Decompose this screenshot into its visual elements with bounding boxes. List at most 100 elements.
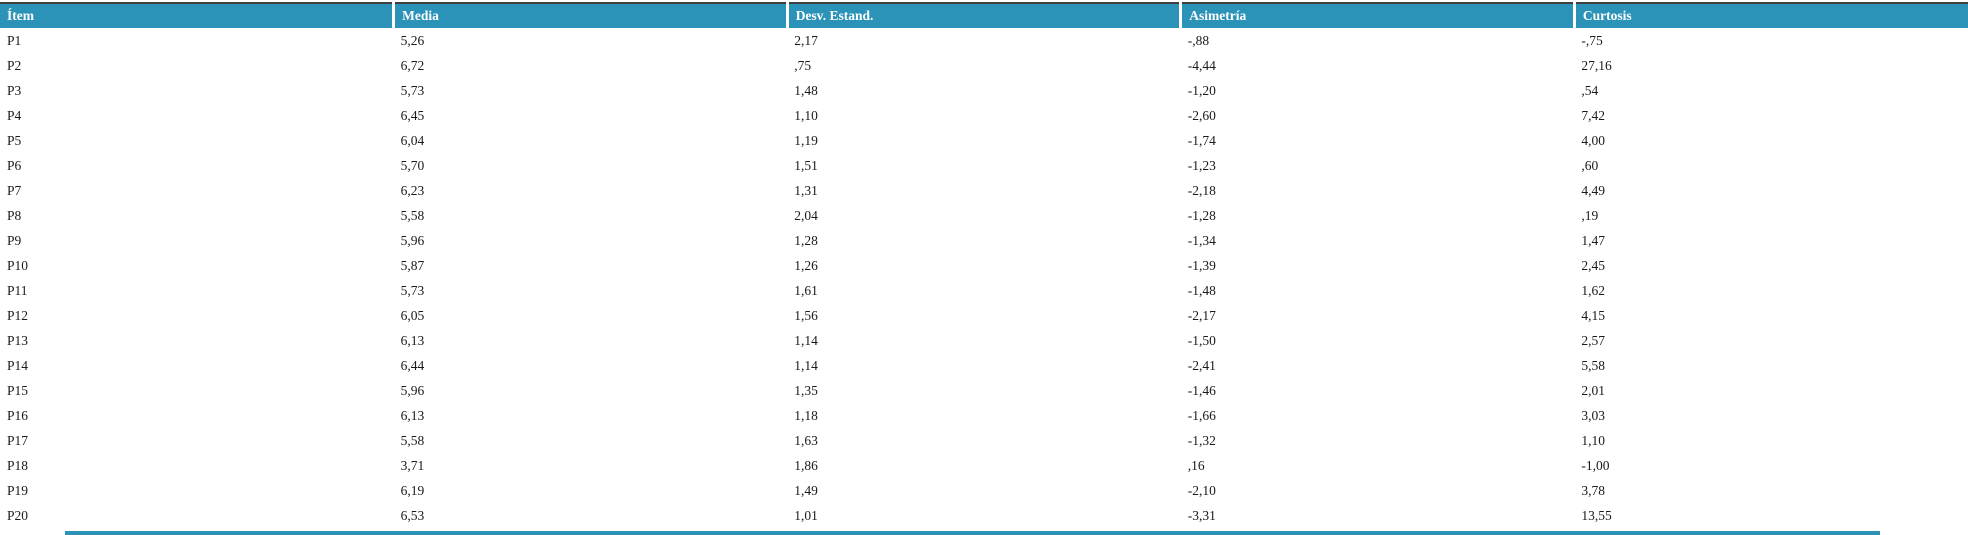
cell-media: 6,44: [393, 353, 788, 378]
cell-media: 5,96: [393, 378, 788, 403]
cell-asimetria: -1,39: [1180, 253, 1575, 278]
table-body: P1 5,26 2,17 -,88 -,75 P2 6,72,75 -4,44 27,16 P3 5…: [0, 28, 1968, 528]
table-row: P18 3,71 1,86,16 -1,00: [0, 453, 1968, 478]
cell-asimetria: -1,20: [1180, 78, 1575, 103]
table-row: P17 5,58 1,63 -1,32 1,10: [0, 428, 1968, 453]
cell-media: 6,72: [393, 53, 788, 78]
cell-desv-estand: 1,56: [787, 303, 1181, 328]
cell-item: P6: [0, 153, 394, 178]
cell-curtosis: 2,01: [1574, 378, 1968, 403]
cell-asimetria: -1,32: [1180, 428, 1575, 453]
table-row: P1 5,26 2,17 -,88 -,75: [0, 28, 1968, 53]
header-row: Ítem Media Desv. Estand. Asimetría Curto…: [0, 3, 1968, 28]
cell-item: P5: [0, 128, 394, 153]
cell-item: P14: [0, 353, 394, 378]
cell-desv-estand: 1,14: [787, 353, 1181, 378]
cell-curtosis: ,60: [1574, 153, 1968, 178]
cell-item: P8: [0, 203, 394, 228]
cell-desv-estand: 1,01: [787, 503, 1181, 528]
cell-media: 6,23: [393, 178, 788, 203]
table-row: P4 6,45 1,10 -2,60 7,42: [0, 103, 1968, 128]
cell-media: 5,26: [393, 28, 788, 53]
cell-curtosis: 7,42: [1574, 103, 1968, 128]
cell-media: 6,04: [393, 128, 788, 153]
cell-asimetria: -1,46: [1180, 378, 1575, 403]
cell-curtosis: 1,10: [1574, 428, 1968, 453]
cell-desv-estand: 1,86: [787, 453, 1181, 478]
cell-asimetria: -,88: [1180, 28, 1575, 53]
cell-desv-estand: ,75: [787, 53, 1181, 78]
cell-item: P15: [0, 378, 394, 403]
cell-curtosis: 13,55: [1574, 503, 1968, 528]
cell-desv-estand: 2,17: [787, 28, 1181, 53]
table-row: P7 6,23 1,31 -2,18 4,49: [0, 178, 1968, 203]
table-row: P6 5,70 1,51 -1,23,60: [0, 153, 1968, 178]
column-header-item: Ítem: [0, 3, 396, 28]
cell-asimetria: -2,18: [1180, 178, 1575, 203]
cell-curtosis: 1,62: [1574, 278, 1968, 303]
cell-item: P2: [0, 53, 394, 78]
cell-media: 6,13: [393, 328, 788, 353]
cell-desv-estand: 1,35: [787, 378, 1181, 403]
cell-desv-estand: 2,04: [787, 203, 1181, 228]
cell-curtosis: 2,45: [1574, 253, 1968, 278]
table-row: P2 6,72,75 -4,44 27,16: [0, 53, 1968, 78]
cell-curtosis: 4,49: [1574, 178, 1968, 203]
cell-curtosis: 1,47: [1574, 228, 1968, 253]
cell-media: 5,73: [393, 78, 788, 103]
cell-item: P10: [0, 253, 394, 278]
cell-asimetria: -1,66: [1180, 403, 1575, 428]
cell-media: 5,96: [393, 228, 788, 253]
table-row: P15 5,96 1,35 -1,46 2,01: [0, 378, 1968, 403]
table-row: P13 6,13 1,14 -1,50 2,57: [0, 328, 1968, 353]
cell-desv-estand: 1,48: [787, 78, 1181, 103]
cell-media: 5,73: [393, 278, 788, 303]
table-row: P11 5,73 1,61 -1,48 1,62: [0, 278, 1968, 303]
cell-asimetria: -2,41: [1180, 353, 1575, 378]
cell-asimetria: -1,50: [1180, 328, 1575, 353]
table-row: P9 5,96 1,28 -1,34 1,47: [0, 228, 1968, 253]
cell-media: 6,19: [393, 478, 788, 503]
cell-desv-estand: 1,31: [787, 178, 1181, 203]
cell-media: 6,13: [393, 403, 788, 428]
table-row: P19 6,19 1,49 -2,10 3,78: [0, 478, 1968, 503]
cell-item: P11: [0, 278, 394, 303]
cell-asimetria: ,16: [1180, 453, 1575, 478]
cell-item: P16: [0, 403, 394, 428]
cell-curtosis: 4,00: [1574, 128, 1968, 153]
cell-asimetria: -1,74: [1180, 128, 1575, 153]
cell-curtosis: 4,15: [1574, 303, 1968, 328]
cell-item: P13: [0, 328, 394, 353]
cell-media: 3,71: [393, 453, 788, 478]
cell-desv-estand: 1,49: [787, 478, 1181, 503]
next-table-header-sliver: [65, 531, 1880, 535]
cell-desv-estand: 1,18: [787, 403, 1181, 428]
table-row: P5 6,04 1,19 -1,74 4,00: [0, 128, 1968, 153]
cell-item: P17: [0, 428, 394, 453]
cell-item: P3: [0, 78, 394, 103]
cell-curtosis: 3,78: [1574, 478, 1968, 503]
cell-media: 5,58: [393, 428, 788, 453]
cell-media: 6,05: [393, 303, 788, 328]
cell-media: 5,87: [393, 253, 788, 278]
cell-item: P4: [0, 103, 394, 128]
cell-asimetria: -2,10: [1180, 478, 1575, 503]
cell-item: P18: [0, 453, 394, 478]
cell-asimetria: -1,34: [1180, 228, 1575, 253]
cell-desv-estand: 1,61: [787, 278, 1181, 303]
cell-curtosis: 3,03: [1574, 403, 1968, 428]
cell-desv-estand: 1,51: [787, 153, 1181, 178]
cell-desv-estand: 1,63: [787, 428, 1181, 453]
cell-item: P19: [0, 478, 394, 503]
cell-asimetria: -3,31: [1180, 503, 1575, 528]
cell-media: 5,70: [393, 153, 788, 178]
table-row: P20 6,53 1,01 -3,31 13,55: [0, 503, 1968, 528]
cell-item: P9: [0, 228, 394, 253]
table-row: P3 5,73 1,48 -1,20,54: [0, 78, 1968, 103]
column-header-curtosis: Curtosis: [1574, 3, 1968, 28]
table-row: P10 5,87 1,26 -1,39 2,45: [0, 253, 1968, 278]
cell-media: 5,58: [393, 203, 788, 228]
table-row: P14 6,44 1,14 -2,41 5,58: [0, 353, 1968, 378]
column-header-desv-estand: Desv. Estand.: [787, 3, 1183, 28]
